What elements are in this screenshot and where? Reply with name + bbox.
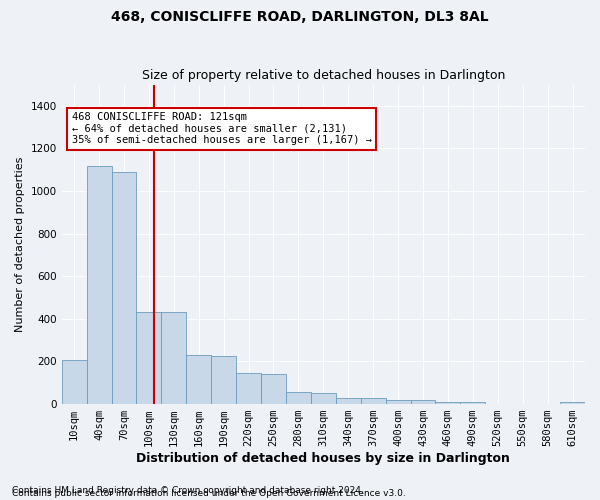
Bar: [336, 398, 361, 404]
Text: Contains public sector information licensed under the Open Government Licence v3: Contains public sector information licen…: [12, 488, 406, 498]
Title: Size of property relative to detached houses in Darlington: Size of property relative to detached ho…: [142, 69, 505, 82]
Bar: [186, 355, 211, 404]
Bar: [261, 374, 286, 404]
Bar: [86, 166, 112, 404]
Bar: [62, 360, 86, 404]
Bar: [460, 402, 485, 404]
Bar: [560, 402, 585, 404]
Bar: [161, 312, 186, 404]
Bar: [236, 373, 261, 404]
Bar: [286, 392, 311, 404]
Text: 468, CONISCLIFFE ROAD, DARLINGTON, DL3 8AL: 468, CONISCLIFFE ROAD, DARLINGTON, DL3 8…: [111, 10, 489, 24]
Bar: [386, 400, 410, 404]
Text: 468 CONISCLIFFE ROAD: 121sqm
← 64% of detached houses are smaller (2,131)
35% of: 468 CONISCLIFFE ROAD: 121sqm ← 64% of de…: [71, 112, 371, 146]
X-axis label: Distribution of detached houses by size in Darlington: Distribution of detached houses by size …: [136, 452, 510, 465]
Bar: [136, 312, 161, 404]
Bar: [436, 402, 460, 404]
Y-axis label: Number of detached properties: Number of detached properties: [15, 156, 25, 332]
Text: Contains HM Land Registry data © Crown copyright and database right 2024.: Contains HM Land Registry data © Crown c…: [12, 486, 364, 495]
Bar: [311, 394, 336, 404]
Bar: [211, 356, 236, 404]
Bar: [361, 398, 386, 404]
Bar: [410, 400, 436, 404]
Bar: [112, 172, 136, 404]
